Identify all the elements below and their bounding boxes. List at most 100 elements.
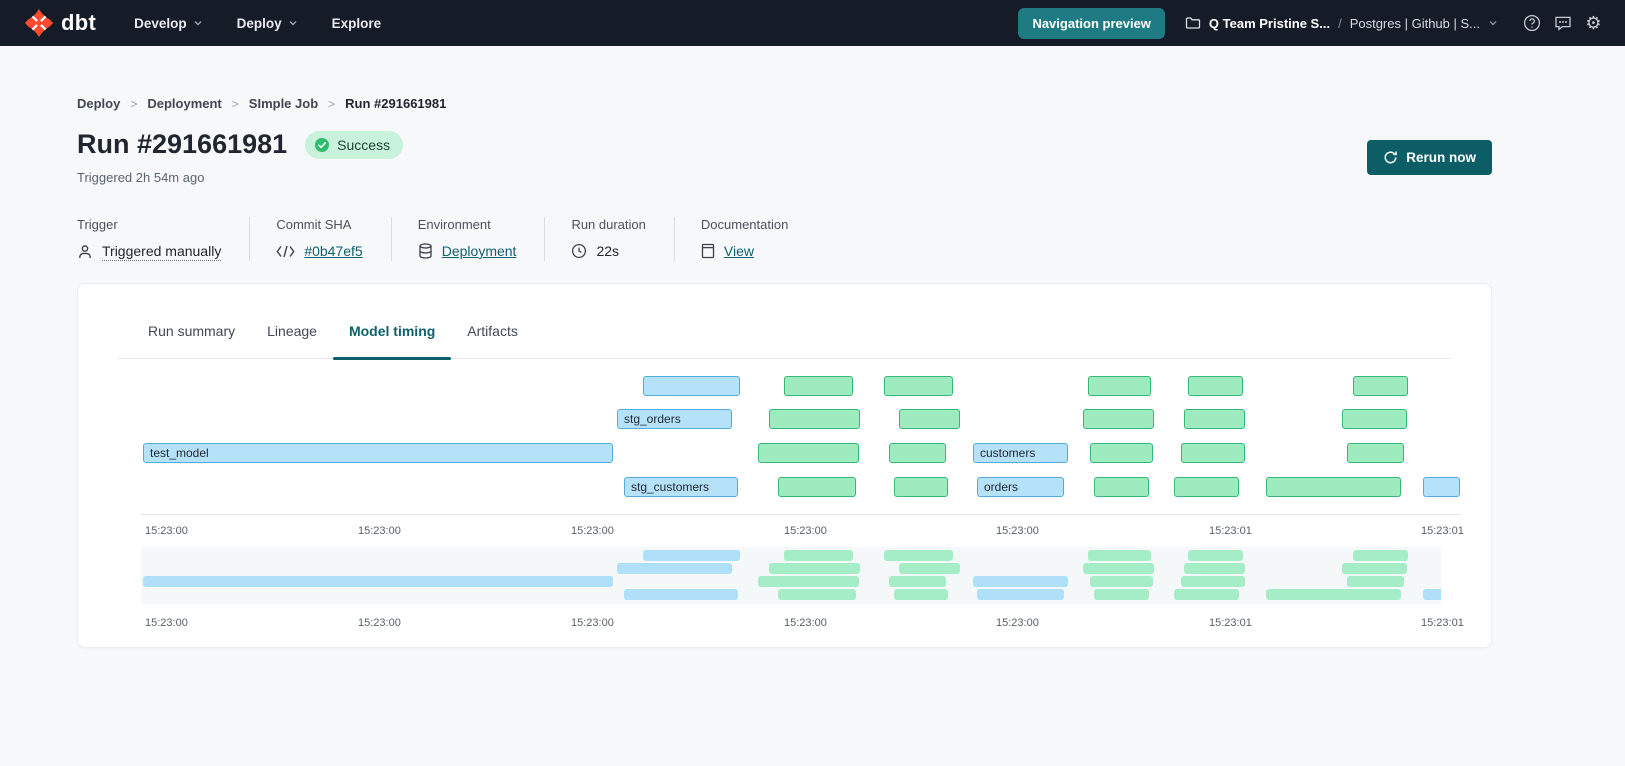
overview-bar	[1090, 576, 1153, 587]
folder-icon	[1185, 17, 1201, 29]
gantt-bar[interactable]	[1174, 477, 1239, 497]
refresh-icon	[1384, 151, 1398, 164]
axis-tick-label: 15:23:00	[145, 617, 188, 629]
gantt-overview-brush[interactable]	[141, 547, 1441, 604]
database-icon	[419, 243, 432, 259]
meta-label: Trigger	[77, 217, 118, 232]
chevron-down-icon	[194, 21, 202, 26]
overview-bar	[894, 589, 948, 600]
person-icon	[79, 245, 91, 258]
tab-model-timing[interactable]: Model timing	[332, 322, 452, 360]
gantt-bar[interactable]	[1342, 409, 1407, 429]
menu-deploy[interactable]: Deploy	[237, 16, 298, 31]
gantt-bar[interactable]	[1090, 443, 1153, 463]
account-project-switcher[interactable]: Q Team Pristine S... / Postgres | Github…	[1185, 15, 1498, 31]
top-menu: Develop Deploy Explore	[134, 16, 381, 31]
commit-sha-link[interactable]: #0b47ef5	[304, 243, 363, 259]
axis-tick-label: 15:23:00	[784, 525, 827, 537]
overview-bar	[1083, 563, 1154, 574]
overview-bar	[1188, 550, 1243, 561]
axis-tick-label: 15:23:00	[784, 617, 827, 629]
overview-axis: 15:23:00 15:23:00 15:23:00 15:23:00 15:23:00…	[141, 617, 1464, 631]
axis-tick-label: 15:23:00	[358, 617, 401, 629]
axis-tick-label: 15:23:01	[1421, 525, 1464, 537]
overview-bar	[617, 563, 732, 574]
gantt-bar[interactable]	[758, 443, 859, 463]
gantt-bar-stg_orders[interactable]: stg_orders	[617, 409, 732, 429]
gantt-bar[interactable]	[899, 409, 960, 429]
gantt-bar[interactable]	[1266, 477, 1401, 497]
gantt-bar[interactable]	[1353, 376, 1408, 396]
breadcrumb-separator: >	[130, 96, 138, 111]
overview-bar	[624, 589, 738, 600]
tab-artifacts[interactable]: Artifacts	[467, 323, 518, 339]
axis-tick-label: 15:23:00	[996, 617, 1039, 629]
chevron-down-icon	[1489, 21, 1497, 26]
help-icon[interactable]	[1522, 14, 1541, 33]
environment-link[interactable]: Deployment	[441, 243, 517, 259]
gantt-bar[interactable]	[1423, 477, 1460, 497]
meta-documentation: Documentation View	[701, 217, 816, 261]
gantt-bar[interactable]	[1188, 376, 1243, 396]
rerun-now-button[interactable]: Rerun now	[1367, 140, 1492, 175]
gantt-bar[interactable]	[894, 477, 948, 497]
gantt-bar[interactable]	[1094, 477, 1149, 497]
gantt-bar[interactable]	[1083, 409, 1154, 429]
documentation-view-link[interactable]: View	[723, 243, 754, 259]
gantt-bar[interactable]	[889, 443, 946, 463]
menu-explore[interactable]: Explore	[331, 15, 382, 31]
gantt-bar[interactable]	[1088, 376, 1151, 396]
dbt-logo-icon	[24, 8, 54, 38]
dbt-wordmark: dbt	[61, 10, 97, 35]
settings-gear-icon[interactable]: ⚙	[1585, 13, 1602, 33]
gantt-bar-customers[interactable]: customers	[973, 443, 1068, 463]
feedback-icon[interactable]	[1553, 14, 1572, 33]
gantt-bar[interactable]	[769, 409, 860, 429]
clock-icon	[572, 243, 587, 259]
overview-bar	[899, 563, 960, 574]
tab-lineage[interactable]: Lineage	[267, 323, 317, 339]
gantt-bar[interactable]	[784, 376, 853, 396]
gantt-bar-stg_customers[interactable]: stg_customers	[624, 477, 738, 497]
run-detail-card: Run summary Lineage Model timing Artifac…	[77, 283, 1492, 648]
chevron-down-icon	[289, 21, 297, 26]
overview-bar	[977, 589, 1064, 600]
breadcrumb-deploy[interactable]: Deploy	[77, 96, 121, 111]
overview-bar	[1181, 576, 1245, 587]
gantt-bar[interactable]	[1181, 443, 1245, 463]
overview-bar	[643, 550, 740, 561]
axis-tick-label: 15:23:00	[358, 525, 401, 537]
gantt-bar[interactable]	[643, 376, 740, 396]
breadcrumb-deployment[interactable]: Deployment	[147, 96, 222, 111]
axis-tick-label: 15:23:01	[1209, 525, 1252, 537]
overview-bar	[758, 576, 859, 587]
overview-bar	[1347, 576, 1404, 587]
gantt-bar[interactable]	[884, 376, 953, 396]
meta-label: Run duration	[571, 217, 646, 232]
gantt-bar[interactable]	[1347, 443, 1404, 463]
gantt-bar-test_model[interactable]: test_model	[143, 443, 613, 463]
success-check-icon	[315, 137, 330, 152]
menu-develop[interactable]: Develop	[134, 16, 203, 31]
navigation-preview-button[interactable]: Navigation preview	[1018, 7, 1165, 39]
meta-environment: Environment Deployment	[418, 217, 546, 261]
gantt-bar-orders[interactable]: orders	[977, 477, 1064, 497]
meta-trigger: Trigger Triggered manually	[77, 217, 251, 261]
dbt-logo[interactable]: dbt	[24, 8, 96, 38]
run-metadata-row: Trigger Triggered manually Commit SHA #0…	[77, 217, 1492, 261]
run-duration-value: 22s	[596, 243, 620, 259]
trigger-value: Triggered manually	[102, 243, 222, 261]
tab-run-summary[interactable]: Run summary	[148, 323, 236, 339]
overview-bar	[884, 550, 953, 561]
gantt-bar[interactable]	[1184, 409, 1245, 429]
overview-bar	[778, 589, 856, 600]
overview-bar	[1353, 550, 1408, 561]
gantt-bar[interactable]	[778, 477, 856, 497]
overview-bar	[1266, 589, 1401, 600]
breadcrumb: Deploy > Deployment > SImple Job > Run #…	[77, 96, 1492, 111]
axis-tick-label: 15:23:00	[996, 525, 1039, 537]
status-badge: Success	[305, 130, 404, 159]
time-axis-line	[141, 514, 1461, 515]
breadcrumb-job[interactable]: SImple Job	[248, 96, 319, 111]
top-navigation-bar: dbt Develop Deploy Explore Navigation pr…	[0, 0, 1625, 46]
